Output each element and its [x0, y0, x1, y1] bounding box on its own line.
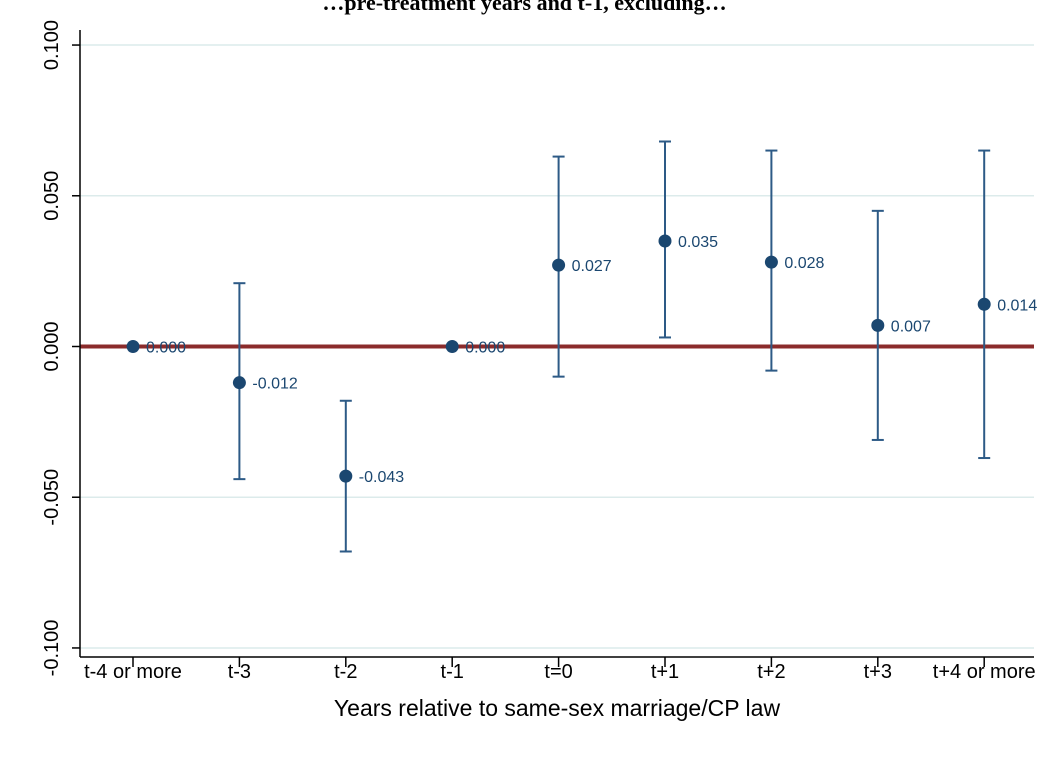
data-label-4: 0.027	[572, 258, 612, 275]
y-tick-label-1: -0.050	[41, 469, 63, 526]
point-2	[339, 469, 353, 483]
grid-lines	[80, 44, 1034, 649]
x-tick-label-7: t+3	[864, 661, 892, 683]
x-tick-label-6: t+2	[757, 661, 785, 683]
y-tick-label-0: -0.100	[41, 620, 63, 677]
data-label-6: 0.028	[784, 255, 824, 272]
y-tick-label-4: 0.100	[41, 20, 63, 70]
y-tick-label-2: 0.000	[41, 321, 63, 371]
x-tick-label-5: t+1	[651, 661, 679, 683]
x-tick-label-0: t-4 or more	[84, 661, 182, 683]
x-tick-label-2: t-2	[334, 661, 357, 683]
x-tick-label-4: t=0	[544, 661, 572, 683]
data-label-3: 0.000	[465, 340, 505, 357]
point-0	[126, 340, 140, 353]
axes: -0.100 -0.050 0.000 0.050 0.100 t-4 or more t-…	[41, 20, 1036, 683]
chart-title: …pre-treatment years and t-1, excluding…	[322, 0, 727, 15]
data-label-2: -0.043	[359, 469, 404, 486]
point-8	[977, 297, 991, 311]
x-tick-label-3: t-1	[441, 661, 464, 683]
data-label-5: 0.035	[678, 234, 718, 251]
point-4	[552, 258, 566, 272]
y-tick-label-3: 0.050	[41, 171, 63, 221]
data-marks: 0.000 -0.012 -0.043 0.000 0.027 0.035 0.028 0.0…	[126, 140, 1037, 553]
data-label-0: 0.000	[146, 340, 186, 357]
point-3	[445, 340, 459, 353]
data-label-7: 0.007	[891, 318, 931, 335]
point-5	[658, 234, 672, 248]
point-6	[764, 255, 778, 269]
data-label-8: 0.014	[997, 297, 1037, 314]
data-label-1: -0.012	[252, 376, 297, 393]
point-1	[232, 376, 246, 390]
x-axis-label: Years relative to same-sex marriage/CP l…	[334, 695, 781, 721]
point-7	[871, 318, 885, 332]
x-tick-label-1: t-3	[228, 661, 251, 683]
x-tick-label-8: t+4 or more	[933, 661, 1036, 683]
